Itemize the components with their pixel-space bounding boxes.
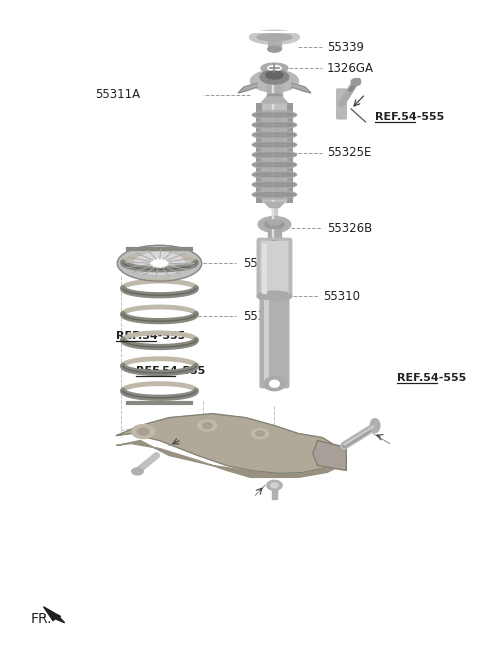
Text: 55326B: 55326B <box>327 222 372 235</box>
Text: 55350S: 55350S <box>243 310 287 323</box>
Bar <box>287 103 293 203</box>
Text: 55310: 55310 <box>324 290 360 302</box>
Ellipse shape <box>256 431 264 436</box>
Ellipse shape <box>267 94 282 100</box>
Ellipse shape <box>270 380 279 387</box>
Ellipse shape <box>252 180 297 189</box>
Ellipse shape <box>271 483 278 488</box>
Text: 55325E: 55325E <box>327 146 372 159</box>
Ellipse shape <box>251 70 299 92</box>
Ellipse shape <box>252 150 297 159</box>
Text: REF.54-555: REF.54-555 <box>135 366 205 376</box>
Bar <box>268 36 281 49</box>
Ellipse shape <box>268 46 281 52</box>
Ellipse shape <box>252 143 297 147</box>
Bar <box>264 300 269 384</box>
Polygon shape <box>116 441 342 478</box>
Bar <box>262 244 267 294</box>
Text: FR.: FR. <box>30 612 52 626</box>
Ellipse shape <box>257 33 292 41</box>
Ellipse shape <box>132 424 155 438</box>
FancyBboxPatch shape <box>260 294 289 388</box>
Bar <box>272 485 277 499</box>
Ellipse shape <box>252 121 297 129</box>
Polygon shape <box>261 97 288 103</box>
Ellipse shape <box>252 113 297 117</box>
Ellipse shape <box>258 216 291 232</box>
Text: REF.54-555: REF.54-555 <box>116 331 186 341</box>
FancyBboxPatch shape <box>261 241 288 295</box>
Polygon shape <box>238 83 257 93</box>
Ellipse shape <box>267 480 282 490</box>
Polygon shape <box>292 83 311 93</box>
Ellipse shape <box>252 140 297 150</box>
FancyBboxPatch shape <box>337 89 346 119</box>
Ellipse shape <box>264 377 285 391</box>
Ellipse shape <box>203 422 212 428</box>
Ellipse shape <box>252 110 297 119</box>
Ellipse shape <box>266 71 283 79</box>
Ellipse shape <box>252 160 297 169</box>
Ellipse shape <box>265 220 284 228</box>
Ellipse shape <box>261 63 288 73</box>
Ellipse shape <box>252 170 297 179</box>
Ellipse shape <box>260 70 289 84</box>
Ellipse shape <box>252 153 297 157</box>
Ellipse shape <box>252 428 269 438</box>
Ellipse shape <box>268 66 281 71</box>
Text: 1326GA: 1326GA <box>327 62 374 75</box>
Ellipse shape <box>252 173 297 176</box>
Ellipse shape <box>252 190 297 199</box>
Bar <box>268 222 281 244</box>
Ellipse shape <box>137 428 149 435</box>
Ellipse shape <box>132 468 143 475</box>
Polygon shape <box>116 414 342 474</box>
Ellipse shape <box>257 291 292 301</box>
Text: REF.54-555: REF.54-555 <box>375 112 444 122</box>
Ellipse shape <box>252 123 297 127</box>
Ellipse shape <box>268 241 281 248</box>
Ellipse shape <box>252 163 297 167</box>
Ellipse shape <box>151 259 168 267</box>
Ellipse shape <box>252 133 297 137</box>
Polygon shape <box>265 203 284 207</box>
Ellipse shape <box>370 419 380 432</box>
FancyBboxPatch shape <box>257 238 292 298</box>
Bar <box>256 103 262 203</box>
Ellipse shape <box>252 193 297 197</box>
Text: REF.54-555: REF.54-555 <box>397 373 467 383</box>
Text: 55339: 55339 <box>327 41 364 54</box>
Ellipse shape <box>268 220 281 225</box>
Bar <box>267 81 282 97</box>
Ellipse shape <box>252 182 297 186</box>
Bar <box>256 103 293 203</box>
Ellipse shape <box>252 131 297 139</box>
Text: 55311A: 55311A <box>95 89 140 102</box>
Polygon shape <box>313 441 346 470</box>
Bar <box>272 65 274 244</box>
Ellipse shape <box>351 79 360 85</box>
Ellipse shape <box>250 30 300 44</box>
Polygon shape <box>44 607 65 623</box>
Ellipse shape <box>117 245 202 281</box>
Ellipse shape <box>198 420 217 431</box>
Text: 55331A: 55331A <box>243 256 288 270</box>
Ellipse shape <box>134 253 184 274</box>
Bar <box>272 65 277 244</box>
